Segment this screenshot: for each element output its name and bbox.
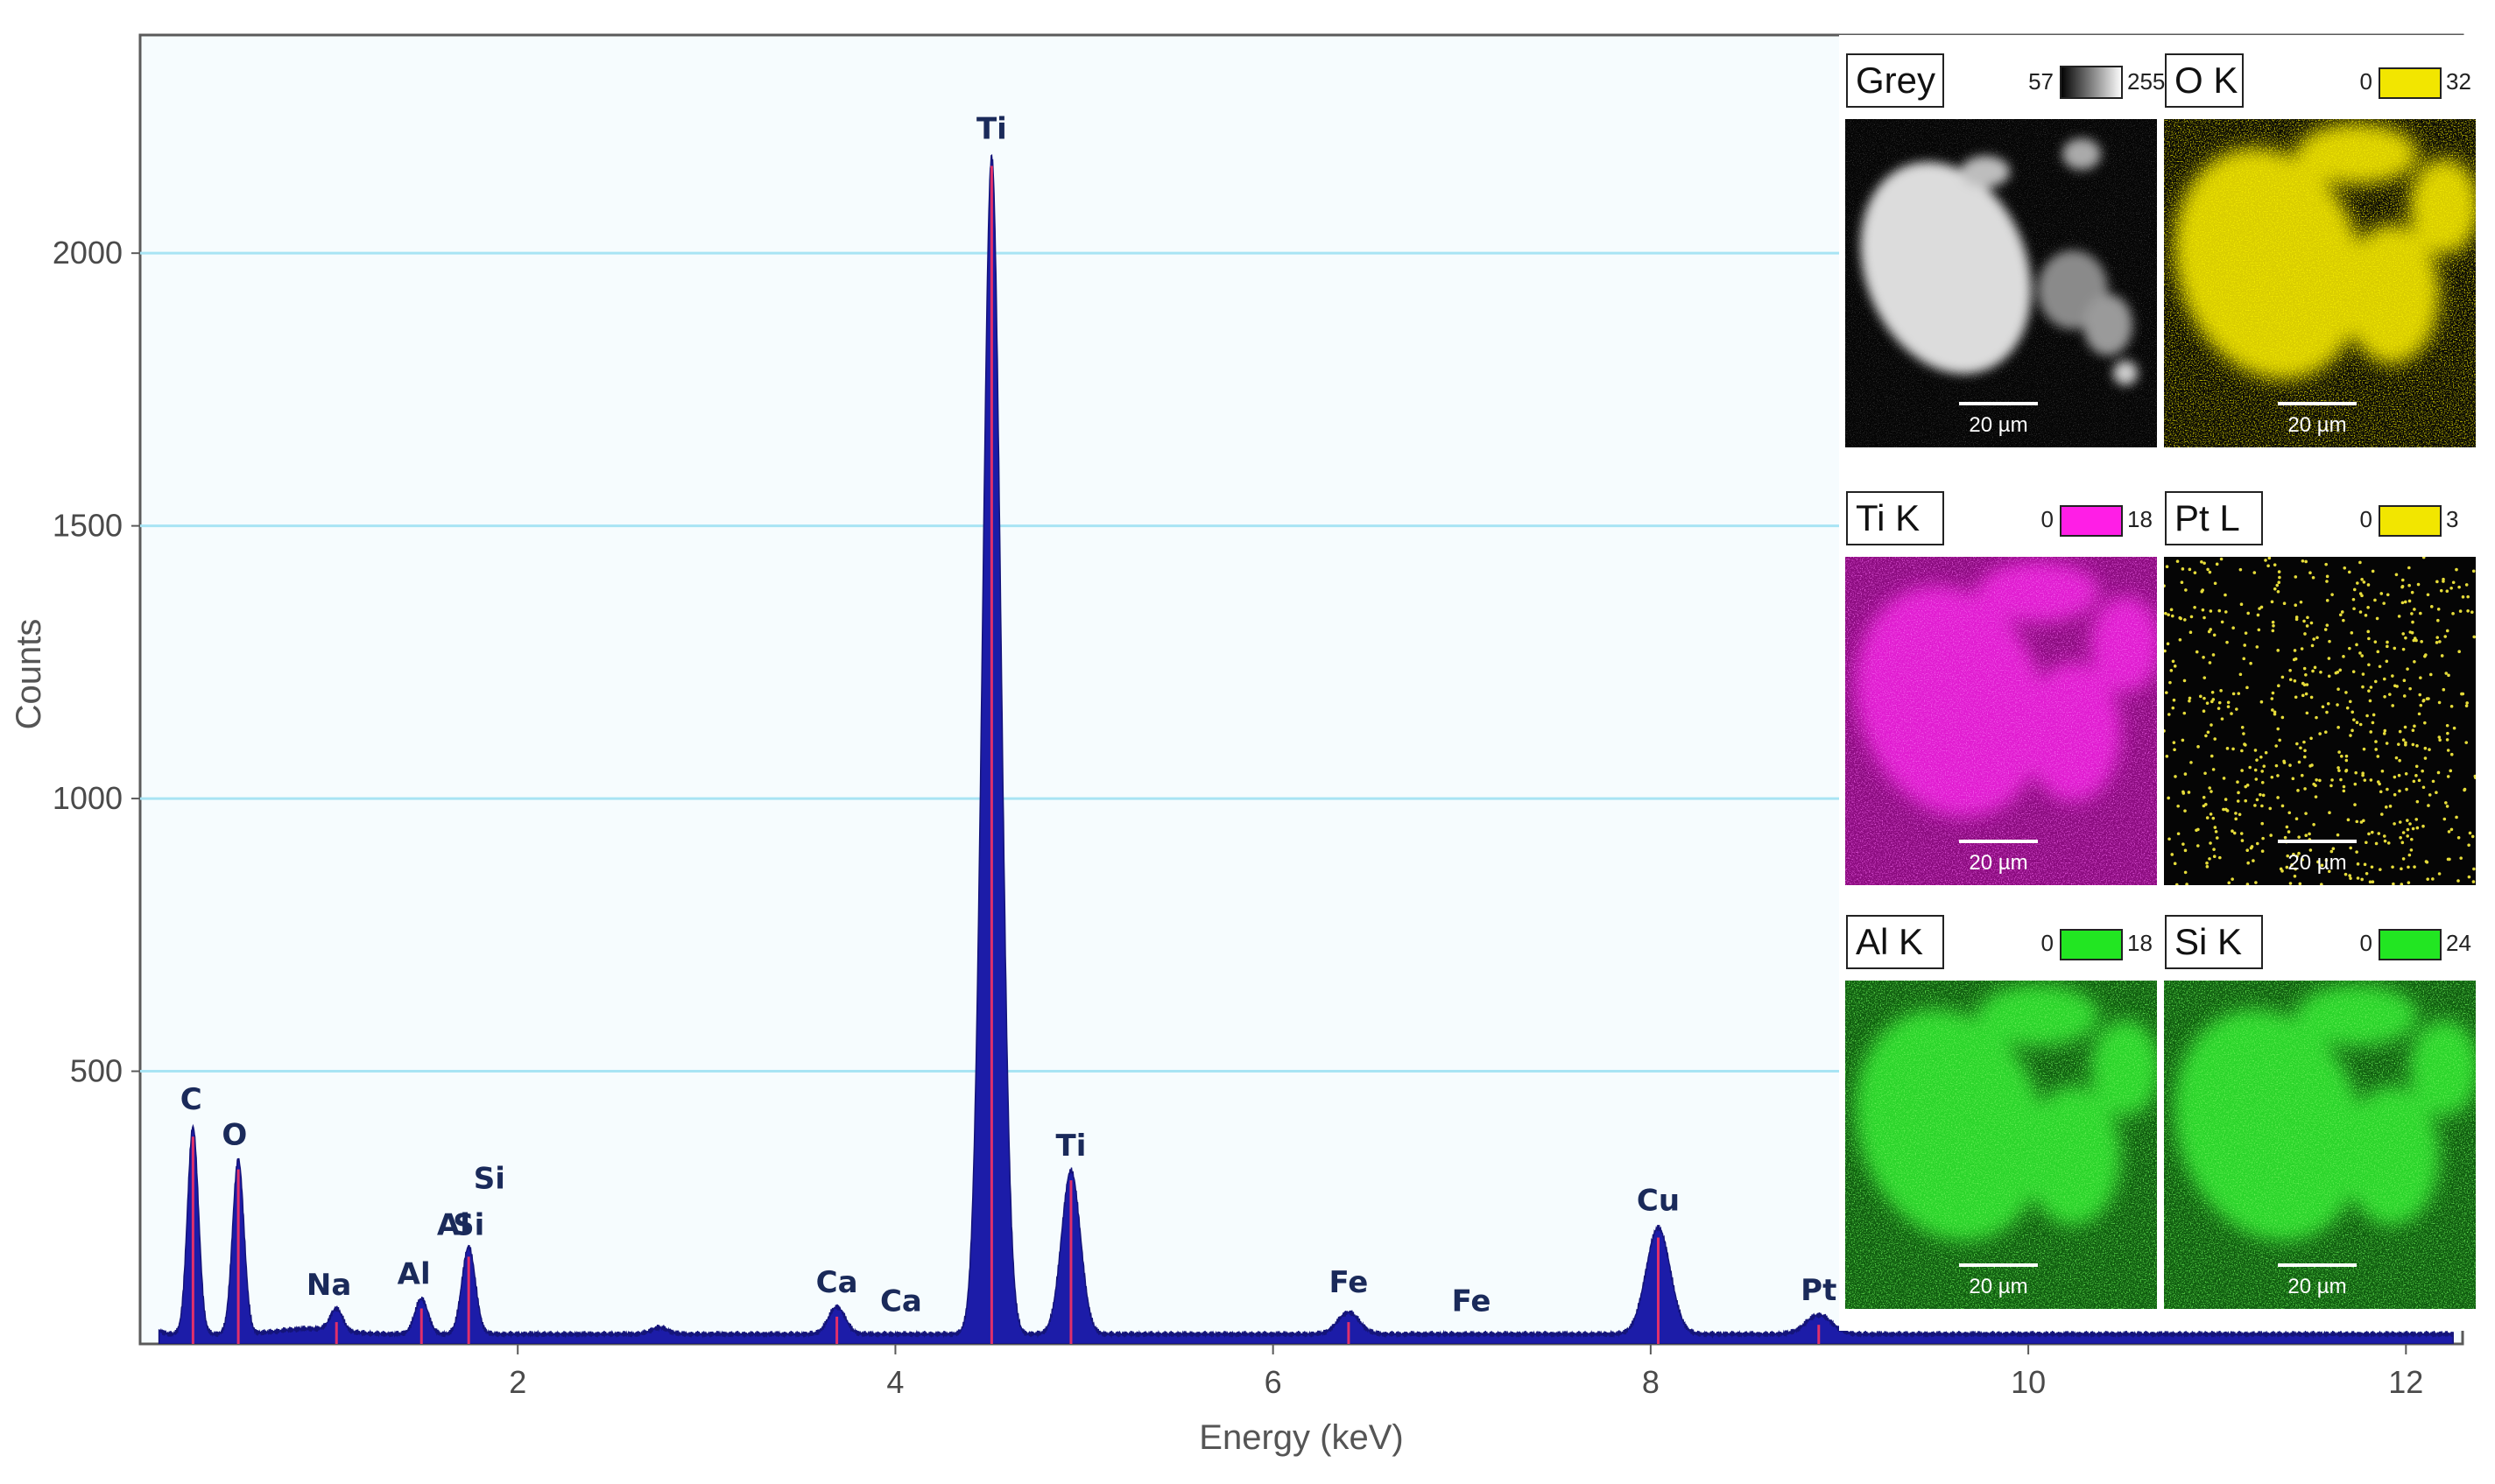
map-label-box: [1846, 491, 1944, 545]
peak-label-ti-9: Ti: [976, 111, 1007, 146]
map-image: [1845, 119, 2157, 447]
peak-label-fe-12: Fe: [1452, 1284, 1491, 1319]
scale-max: 18: [2127, 506, 2153, 532]
peak-label-pt-14: Pt: [1801, 1273, 1836, 1308]
peak-label-cu-13: Cu: [1637, 1183, 1680, 1218]
y-tick-label-1000: 1000: [53, 780, 123, 816]
spectrum-area: [158, 153, 2454, 1344]
peak-label-al-3: Al: [398, 1256, 431, 1291]
scalebar-label: 20 µm: [2287, 851, 2346, 875]
scale-min: 0: [2360, 506, 2372, 532]
y-axis: 500 1000 1500 2000: [53, 235, 140, 1089]
scale-max: 18: [2127, 930, 2153, 956]
x-tick-label-12: 12: [2388, 1364, 2423, 1400]
peak-label-al-4: Al: [437, 1207, 470, 1242]
map-label-box: [2165, 915, 2263, 969]
scalebar-label: 20 µm: [1969, 851, 2027, 875]
y-tick-label-2000: 2000: [53, 235, 123, 271]
peak-label-na-2: Na: [307, 1268, 351, 1303]
scalebar-label: 20 µm: [1969, 1275, 2027, 1298]
map-image: [2164, 981, 2476, 1309]
scale-bar: [2060, 929, 2123, 960]
scale-max: 24: [2446, 930, 2471, 956]
peak-label-ca-8: Ca: [880, 1284, 922, 1319]
map-label-box: [2165, 53, 2244, 108]
map-image: [1845, 557, 2157, 885]
scale-bar: [2060, 505, 2123, 537]
peak-label-ti-10: Ti: [1056, 1129, 1087, 1164]
scale-bar: [2379, 67, 2442, 99]
scale-min: 0: [2041, 930, 2054, 956]
peak-label-fe-11: Fe: [1329, 1265, 1368, 1300]
peak-label-si-6: Si: [453, 1207, 484, 1242]
scale-min: 0: [2041, 506, 2054, 532]
map-image: [2164, 557, 2476, 885]
map-image: [1845, 981, 2157, 1309]
scalebar-label: 20 µm: [2287, 1275, 2346, 1298]
map-tile-pt-l: Pt L 0 3 20 µm: [2164, 491, 2476, 885]
map-label: Pt L: [2174, 497, 2240, 538]
peak-label-c-0: C: [180, 1082, 202, 1117]
x-tick-label-2: 2: [509, 1364, 526, 1400]
spectrum-series: [158, 153, 2454, 1344]
scale-max: 255: [2127, 68, 2165, 95]
map-tile-al-k: Al K 0 18 20 µm: [1845, 915, 2157, 1309]
map-label-box: [1846, 915, 1944, 969]
map-label-box: [1846, 53, 1944, 108]
scalebar-label: 20 µm: [1969, 413, 2027, 437]
map-tile-o-k: O K 0 32 20 µm: [2164, 53, 2476, 447]
map-label: Al K: [1856, 921, 1923, 962]
x-tick-label-6: 6: [1265, 1364, 1282, 1400]
scale-bar: [2060, 66, 2123, 99]
map-tile-si-k: Si K 0 24 20 µm: [2164, 915, 2476, 1309]
x-tick-label-4: 4: [886, 1364, 904, 1400]
scale-max: 3: [2446, 506, 2458, 532]
map-label: Grey: [1856, 60, 1935, 101]
scale-bar: [2379, 505, 2442, 537]
peak-markers: [191, 165, 1821, 1344]
peak-label-ca-7: Ca: [816, 1265, 858, 1300]
peak-label-si-5: Si: [474, 1161, 505, 1196]
scale-min: 0: [2360, 68, 2372, 95]
map-tile-ti-k: Ti K 0 18 20 µm: [1845, 491, 2157, 885]
scale-min: 0: [2360, 930, 2372, 956]
map-tile-grey: Grey 57 255 20 µm: [1845, 53, 2165, 447]
y-tick-label-1500: 1500: [53, 508, 123, 544]
map-label: Si K: [2174, 921, 2242, 962]
x-tick-label-10: 10: [2011, 1364, 2046, 1400]
map-label: O K: [2174, 60, 2238, 101]
scale-max: 32: [2446, 68, 2471, 95]
scale-min: 57: [2028, 68, 2054, 95]
map-label-box: [2165, 491, 2263, 545]
scale-bar: [2379, 929, 2442, 960]
y-axis-title: Counts: [10, 619, 48, 730]
map-label: Ti K: [1856, 497, 1920, 538]
x-axis-title: Energy (keV): [1199, 1418, 1403, 1457]
y-tick-label-500: 500: [70, 1053, 123, 1089]
peak-label-o-1: O: [222, 1118, 247, 1153]
x-axis: 2 4 6 8 10 12: [509, 1344, 2423, 1400]
x-tick-label-8: 8: [1642, 1364, 1660, 1400]
scalebar-label: 20 µm: [2287, 413, 2346, 437]
map-image: [2164, 119, 2476, 447]
